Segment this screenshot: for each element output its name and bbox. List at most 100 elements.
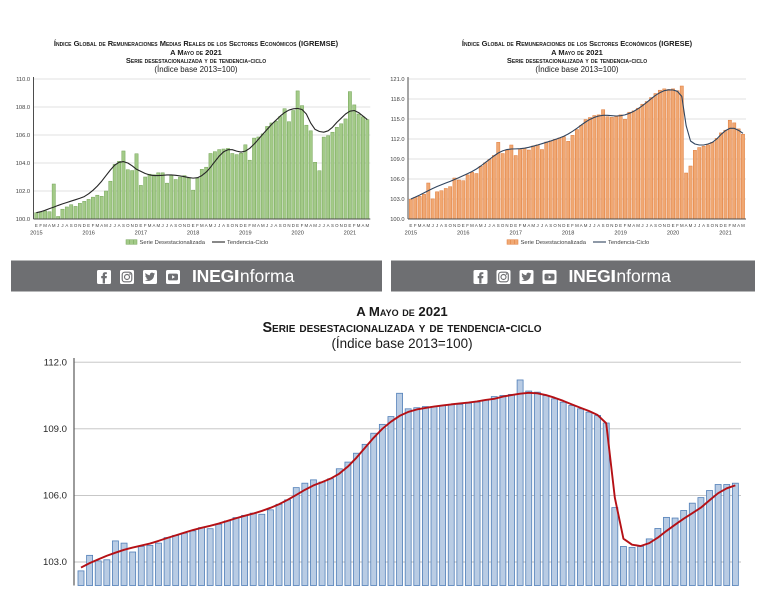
svg-text:A: A xyxy=(545,223,548,228)
svg-text:J: J xyxy=(646,223,648,228)
svg-text:A: A xyxy=(48,223,51,228)
svg-text:(Índice base 2013=100): (Índice base 2013=100) xyxy=(535,65,619,74)
svg-text:A: A xyxy=(702,223,705,228)
svg-text:F: F xyxy=(519,223,522,228)
svg-text:A: A xyxy=(362,223,365,228)
svg-text:Tendencia-Ciclo: Tendencia-Ciclo xyxy=(608,240,649,246)
svg-text:M: M xyxy=(104,223,108,228)
svg-text:O: O xyxy=(283,223,287,228)
svg-text:A: A xyxy=(274,223,277,228)
svg-text:A: A xyxy=(632,223,635,228)
svg-text:J: J xyxy=(698,223,700,228)
svg-text:Índice Global de Remuneracione: Índice Global de Remuneraciones de los S… xyxy=(462,39,693,48)
svg-text:106.0: 106.0 xyxy=(16,133,30,139)
svg-text:J: J xyxy=(436,223,438,228)
svg-text:2016: 2016 xyxy=(82,231,94,237)
svg-text:A: A xyxy=(205,223,208,228)
svg-text:F: F xyxy=(571,223,574,228)
svg-text:F: F xyxy=(301,223,304,228)
svg-text:F: F xyxy=(248,223,251,228)
svg-text:D: D xyxy=(457,223,460,228)
svg-text:104.0: 104.0 xyxy=(16,161,30,167)
svg-text:M: M xyxy=(680,223,684,228)
svg-text:N: N xyxy=(235,223,238,228)
svg-text:J: J xyxy=(57,223,59,228)
svg-text:S: S xyxy=(226,223,229,228)
svg-text:J: J xyxy=(109,223,111,228)
svg-text:118.0: 118.0 xyxy=(391,97,405,103)
svg-text:J: J xyxy=(114,223,116,228)
svg-text:E: E xyxy=(724,223,727,228)
svg-text:Tendencia-Ciclo: Tendencia-Ciclo xyxy=(227,240,268,246)
svg-text:S: S xyxy=(331,223,334,228)
svg-text:J: J xyxy=(536,223,538,228)
svg-text:2021: 2021 xyxy=(344,231,356,237)
svg-text:J: J xyxy=(694,223,696,228)
svg-text:J: J xyxy=(266,223,268,228)
svg-text:M: M xyxy=(305,223,309,228)
svg-text:S: S xyxy=(707,223,710,228)
svg-text:F: F xyxy=(466,223,469,228)
svg-text:F: F xyxy=(624,223,627,228)
svg-text:D: D xyxy=(562,223,565,228)
svg-text:Informa: Informa xyxy=(235,266,295,286)
svg-text:J: J xyxy=(541,223,543,228)
svg-text:N: N xyxy=(78,223,81,228)
svg-text:A: A xyxy=(440,223,443,228)
svg-text:M: M xyxy=(52,223,56,228)
svg-text:2015: 2015 xyxy=(30,231,42,237)
svg-text:E: E xyxy=(514,223,517,228)
svg-text:106.0: 106.0 xyxy=(390,177,404,183)
svg-text:E: E xyxy=(192,223,195,228)
svg-text:D: D xyxy=(667,223,670,228)
svg-text:M: M xyxy=(575,223,579,228)
svg-text:O: O xyxy=(501,223,505,228)
svg-text:S: S xyxy=(497,223,500,228)
svg-text:O: O xyxy=(335,223,339,228)
svg-text:J: J xyxy=(318,223,320,228)
svg-text:INEGI: INEGI xyxy=(192,266,239,286)
svg-text:F: F xyxy=(414,223,417,228)
svg-text:S: S xyxy=(444,223,447,228)
svg-text:S: S xyxy=(122,223,125,228)
svg-text:100.0: 100.0 xyxy=(16,217,30,223)
svg-text:F: F xyxy=(676,223,679,228)
svg-text:102.0: 102.0 xyxy=(16,189,30,195)
svg-text:E: E xyxy=(87,223,90,228)
svg-text:D: D xyxy=(720,223,723,228)
svg-text:M: M xyxy=(523,223,527,228)
svg-text:Serie desestacionalizada y de: Serie desestacionalizada y de tendencia-… xyxy=(262,320,541,336)
svg-text:M: M xyxy=(252,223,256,228)
svg-text:M: M xyxy=(209,223,213,228)
svg-text:J: J xyxy=(270,223,272,228)
svg-text:112.0: 112.0 xyxy=(44,357,67,368)
svg-text:A: A xyxy=(685,223,688,228)
svg-text:D: D xyxy=(344,223,347,228)
svg-text:M: M xyxy=(200,223,204,228)
svg-text:J: J xyxy=(61,223,63,228)
svg-text:A: A xyxy=(309,223,312,228)
svg-text:E: E xyxy=(672,223,675,228)
svg-text:115.0: 115.0 xyxy=(391,117,405,123)
svg-text:N: N xyxy=(453,223,456,228)
svg-text:O: O xyxy=(553,223,557,228)
svg-text:A: A xyxy=(152,223,155,228)
svg-text:D: D xyxy=(510,223,513,228)
svg-text:O: O xyxy=(74,223,78,228)
svg-text:O: O xyxy=(711,223,715,228)
svg-text:M: M xyxy=(732,223,736,228)
svg-text:2016: 2016 xyxy=(457,231,469,237)
svg-text:O: O xyxy=(178,223,182,228)
svg-text:N: N xyxy=(558,223,561,228)
svg-text:F: F xyxy=(196,223,199,228)
svg-text:M: M xyxy=(313,223,317,228)
svg-text:M: M xyxy=(156,223,160,228)
svg-text:F: F xyxy=(92,223,95,228)
svg-text:Serie Desestacionalizada: Serie Desestacionalizada xyxy=(140,240,206,246)
svg-text:D: D xyxy=(135,223,138,228)
svg-text:E: E xyxy=(139,223,142,228)
svg-text:109.0: 109.0 xyxy=(390,157,404,163)
svg-text:J: J xyxy=(641,223,643,228)
svg-text:108.0: 108.0 xyxy=(16,105,30,111)
svg-text:J: J xyxy=(323,223,325,228)
